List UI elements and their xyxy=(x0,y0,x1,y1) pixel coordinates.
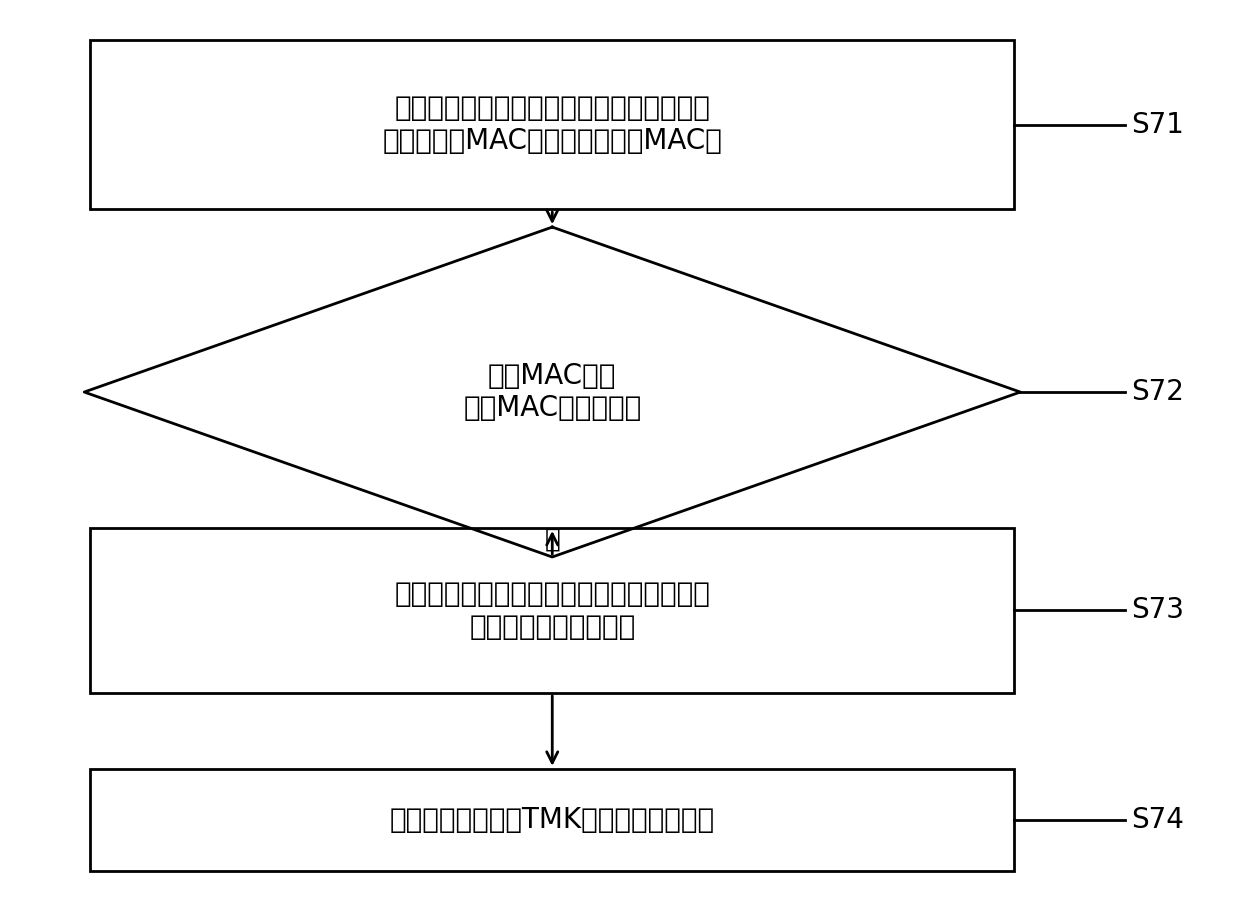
Text: S73: S73 xyxy=(1131,597,1184,625)
Text: S74: S74 xyxy=(1131,806,1184,834)
Text: 支付终端使用认证密钥对所述第二终端主密
钥密文进行MAC运算，得到第二MAC值: 支付终端使用认证密钥对所述第二终端主密 钥密文进行MAC运算，得到第二MAC值 xyxy=(382,94,722,155)
Bar xyxy=(91,528,1014,693)
Bar xyxy=(91,769,1014,871)
Text: S72: S72 xyxy=(1131,378,1184,406)
Text: 将所述终端主密钥TMK存储至安全区域中: 将所述终端主密钥TMK存储至安全区域中 xyxy=(389,806,714,834)
Text: 使用传输加密密钥解密所述第二终端主密钥
密文，得到终端主密钥: 使用传输加密密钥解密所述第二终端主密钥 密文，得到终端主密钥 xyxy=(394,580,711,641)
Bar xyxy=(91,40,1014,210)
Text: S71: S71 xyxy=(1131,111,1184,139)
Text: 是: 是 xyxy=(544,526,560,553)
Text: 第二MAC值与
第一MAC值是否一致: 第二MAC值与 第一MAC值是否一致 xyxy=(463,362,641,422)
